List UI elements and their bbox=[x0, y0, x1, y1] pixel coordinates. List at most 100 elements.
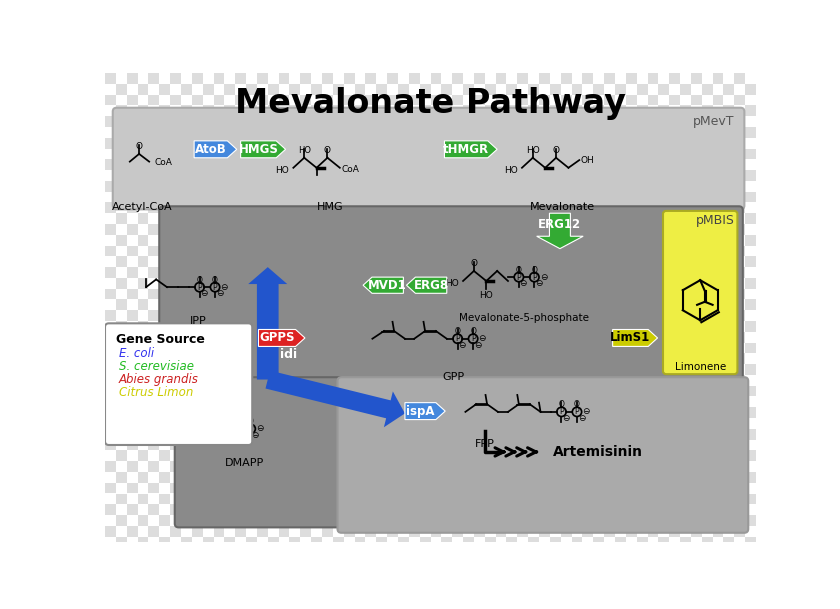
Bar bbox=[604, 213, 615, 224]
Bar bbox=[202, 170, 213, 181]
Bar bbox=[723, 94, 734, 105]
Bar bbox=[582, 73, 593, 84]
Bar bbox=[224, 300, 235, 310]
Bar bbox=[354, 375, 365, 385]
Bar bbox=[441, 224, 452, 235]
Bar bbox=[290, 235, 301, 245]
Bar bbox=[539, 343, 550, 353]
Bar bbox=[268, 440, 279, 451]
Bar bbox=[160, 127, 170, 138]
Bar bbox=[485, 300, 496, 310]
Bar bbox=[246, 515, 257, 526]
Bar bbox=[507, 213, 517, 224]
Bar bbox=[290, 105, 301, 116]
Bar bbox=[734, 84, 745, 94]
Bar bbox=[322, 116, 333, 127]
Bar bbox=[387, 224, 398, 235]
Bar bbox=[431, 440, 441, 451]
Bar bbox=[105, 235, 116, 245]
Bar bbox=[257, 181, 268, 192]
Bar bbox=[213, 127, 224, 138]
Bar bbox=[246, 429, 257, 440]
Bar bbox=[127, 537, 138, 547]
Bar bbox=[160, 343, 170, 353]
Bar bbox=[398, 537, 409, 547]
Bar bbox=[235, 493, 246, 504]
Bar bbox=[398, 267, 409, 278]
Bar bbox=[116, 138, 127, 149]
Bar bbox=[192, 73, 202, 84]
Bar bbox=[181, 116, 192, 127]
Bar bbox=[290, 375, 301, 385]
Bar bbox=[680, 267, 691, 278]
Bar bbox=[485, 267, 496, 278]
Bar bbox=[138, 224, 149, 235]
Bar bbox=[615, 170, 626, 181]
Bar bbox=[669, 267, 680, 278]
Bar bbox=[279, 385, 290, 396]
Bar bbox=[224, 192, 235, 202]
Bar bbox=[593, 127, 604, 138]
Bar bbox=[149, 343, 160, 353]
Bar bbox=[387, 375, 398, 385]
Bar bbox=[301, 537, 311, 547]
Bar bbox=[171, 73, 181, 84]
Bar bbox=[279, 472, 290, 483]
Bar bbox=[354, 343, 365, 353]
Bar bbox=[333, 451, 344, 461]
Bar bbox=[257, 73, 268, 84]
Bar bbox=[138, 310, 149, 321]
Bar bbox=[659, 515, 669, 526]
Bar bbox=[268, 300, 279, 310]
Bar bbox=[105, 526, 116, 537]
Bar bbox=[582, 407, 593, 418]
Bar bbox=[431, 213, 441, 224]
Bar bbox=[344, 300, 354, 310]
Bar bbox=[301, 451, 311, 461]
Polygon shape bbox=[363, 277, 403, 294]
Bar bbox=[615, 267, 626, 278]
Bar bbox=[398, 192, 409, 202]
Bar bbox=[268, 515, 279, 526]
Bar bbox=[224, 385, 235, 396]
Bar bbox=[160, 364, 170, 375]
Bar bbox=[539, 267, 550, 278]
Bar bbox=[593, 321, 604, 332]
Bar bbox=[409, 321, 420, 332]
Bar bbox=[268, 375, 279, 385]
Bar bbox=[615, 278, 626, 289]
Bar bbox=[561, 515, 571, 526]
Bar bbox=[431, 396, 441, 407]
Bar bbox=[116, 310, 127, 321]
Bar bbox=[235, 440, 246, 451]
Bar bbox=[701, 396, 712, 407]
Bar bbox=[615, 440, 626, 451]
Bar bbox=[344, 493, 354, 504]
Bar bbox=[734, 289, 745, 300]
Bar bbox=[420, 483, 431, 493]
Bar bbox=[463, 245, 474, 256]
Bar bbox=[539, 440, 550, 451]
Bar bbox=[224, 105, 235, 116]
Bar bbox=[463, 202, 474, 213]
Bar bbox=[517, 170, 528, 181]
Bar bbox=[539, 515, 550, 526]
Bar bbox=[723, 526, 734, 537]
Bar bbox=[138, 440, 149, 451]
Bar bbox=[290, 245, 301, 256]
Bar bbox=[365, 192, 376, 202]
Bar bbox=[593, 375, 604, 385]
Bar bbox=[561, 483, 571, 493]
Text: ⊖: ⊖ bbox=[256, 424, 264, 434]
Bar bbox=[474, 149, 485, 160]
Bar bbox=[745, 213, 756, 224]
Bar bbox=[517, 375, 528, 385]
Bar bbox=[257, 310, 268, 321]
Bar bbox=[127, 300, 138, 310]
Text: HMGS: HMGS bbox=[239, 143, 278, 156]
Bar bbox=[246, 84, 257, 94]
Bar bbox=[734, 94, 745, 105]
Bar bbox=[116, 385, 127, 396]
Polygon shape bbox=[240, 141, 286, 158]
Bar bbox=[290, 332, 301, 343]
